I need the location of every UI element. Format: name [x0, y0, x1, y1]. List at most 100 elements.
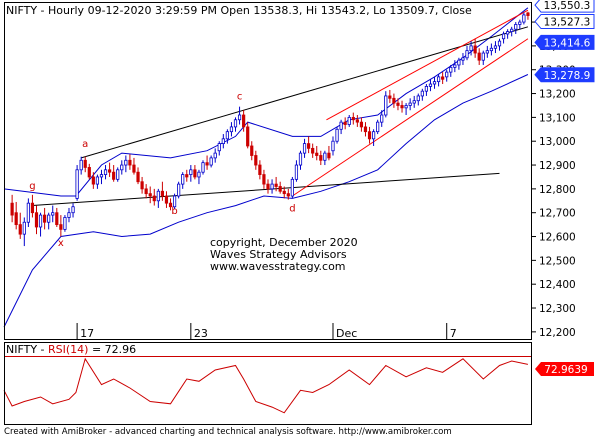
candle	[95, 174, 100, 189]
candle-body	[55, 212, 59, 226]
candle	[518, 19, 522, 30]
candle	[286, 188, 290, 200]
price-panel: 12,200 12,300 12,400 12,500 12,600 12,700 12,8…	[3, 0, 595, 340]
candle-body	[286, 193, 290, 197]
candle	[355, 115, 359, 127]
candle-body	[481, 52, 485, 61]
candle	[87, 163, 91, 180]
candle-body	[363, 126, 368, 133]
candle	[457, 57, 461, 70]
candle	[55, 207, 59, 227]
candle	[209, 155, 213, 168]
candle	[132, 157, 136, 175]
candle-body	[233, 119, 238, 128]
candle	[501, 31, 506, 44]
candle-body	[87, 167, 91, 178]
x-tick-label: Dec	[336, 327, 357, 340]
candle-body	[453, 64, 457, 68]
candle-body	[181, 174, 185, 185]
candle	[445, 69, 449, 82]
candle-body	[489, 47, 493, 52]
trendline-channel-bottom	[292, 38, 529, 197]
candle	[59, 215, 63, 237]
rsi-tag-text: 72.9639	[544, 364, 587, 376]
candle	[63, 215, 67, 232]
candle	[43, 207, 47, 230]
candle	[99, 169, 104, 185]
wave-label-g: g	[29, 181, 35, 192]
candle-body	[367, 131, 372, 140]
candle	[489, 43, 493, 56]
bollinger-upper-band	[3, 7, 529, 197]
rsi-tag-bg	[535, 362, 594, 376]
candle	[18, 212, 22, 239]
y-tick-label: 13,200	[539, 89, 576, 101]
candle	[140, 176, 144, 194]
price-tag-text: 13,527.3	[544, 17, 591, 29]
candle-body	[177, 183, 181, 197]
candle	[136, 167, 140, 185]
candle	[189, 165, 193, 182]
y-tick-label: 12,800	[539, 184, 576, 196]
candle-body	[270, 183, 274, 190]
candle	[351, 112, 355, 125]
candle-body	[197, 171, 201, 178]
price-value-tags: 13,550.3 13,527.3 13,414.6 13,278.9	[534, 0, 595, 83]
candle	[193, 165, 197, 180]
price-value-tag: 13,414.6	[534, 34, 595, 50]
candle-body	[262, 174, 266, 185]
candle	[461, 53, 465, 65]
candle-body	[445, 71, 449, 78]
price-value-tag: 13,527.3	[534, 14, 595, 30]
candle	[262, 169, 266, 189]
candle	[67, 207, 71, 223]
candle	[213, 148, 217, 163]
x-tick-label: 23	[194, 327, 208, 340]
candle	[416, 93, 420, 106]
candle	[380, 110, 384, 127]
candle	[469, 41, 473, 56]
candle	[108, 162, 112, 177]
candle	[254, 150, 258, 170]
chart-title: NIFTY - Hourly 09-12-2020 3:29:59 PM Ope…	[6, 4, 472, 17]
candle-body	[514, 24, 518, 30]
rsi-value-tag: 72.9639	[535, 362, 594, 376]
candle	[331, 136, 335, 156]
candle-body	[274, 183, 278, 187]
date-x-axis: 17 23 Dec 7	[76, 323, 457, 340]
candle	[428, 79, 433, 92]
candle-body	[359, 121, 364, 128]
candle-body	[75, 169, 79, 199]
candle-body	[351, 116, 355, 121]
x-tick-label: 7	[450, 327, 457, 340]
candle	[71, 203, 75, 218]
candle-body	[477, 52, 481, 61]
candle-body	[294, 164, 299, 180]
candle	[290, 176, 294, 199]
candle	[156, 188, 160, 208]
candle	[270, 179, 274, 194]
candle	[327, 145, 331, 161]
candle-body	[213, 152, 217, 159]
candle-body	[242, 114, 246, 128]
candle	[485, 45, 489, 58]
candle	[148, 186, 152, 204]
candle-body	[237, 114, 242, 121]
candle-body	[185, 174, 189, 178]
candle	[384, 91, 388, 118]
candle-body	[278, 186, 282, 192]
candle	[311, 143, 315, 158]
y-tick-label: 12,900	[539, 160, 576, 172]
candle	[120, 160, 124, 175]
candle	[217, 141, 221, 156]
candle-body	[95, 176, 100, 185]
candle-body	[38, 214, 43, 228]
candle-body	[120, 164, 124, 171]
candle	[237, 106, 242, 125]
candle	[392, 93, 396, 108]
candle-body	[254, 155, 258, 166]
candle-body	[116, 169, 120, 180]
candle	[164, 191, 169, 208]
footer-credit: Created with AmiBroker - advanced charti…	[4, 427, 452, 437]
candle	[278, 181, 282, 194]
